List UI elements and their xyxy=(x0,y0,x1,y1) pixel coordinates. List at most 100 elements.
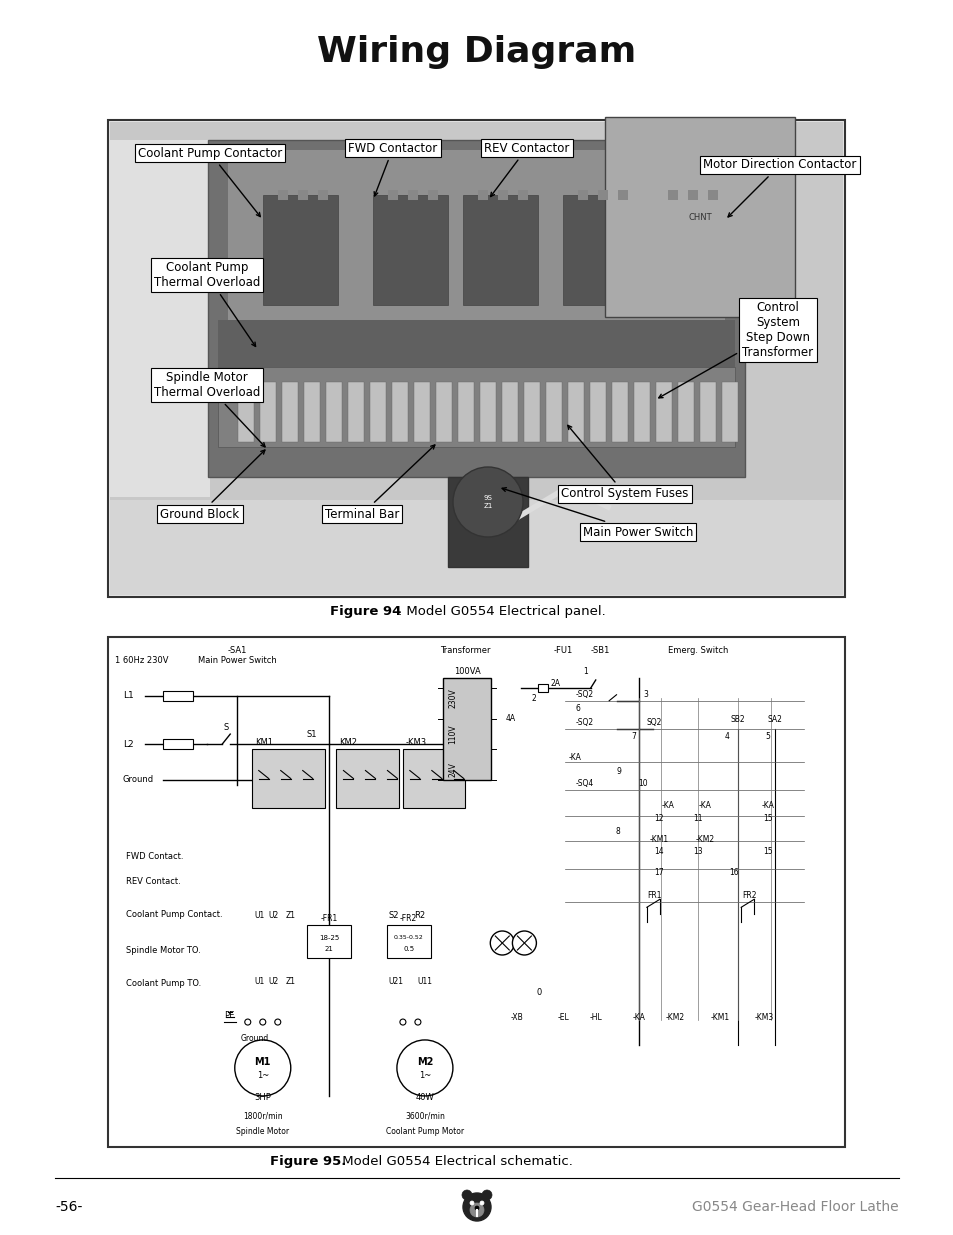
Text: 3HP: 3HP xyxy=(254,1093,271,1103)
Text: Z1: Z1 xyxy=(286,977,295,987)
Text: Transformer: Transformer xyxy=(439,646,490,655)
Bar xyxy=(263,195,337,305)
Text: -KA: -KA xyxy=(661,802,674,810)
Text: U1: U1 xyxy=(253,911,264,920)
Bar xyxy=(304,382,319,442)
Bar xyxy=(282,382,297,442)
Bar xyxy=(297,190,308,200)
Text: 14: 14 xyxy=(654,847,663,856)
Text: Coolant Pump Contactor: Coolant Pump Contactor xyxy=(138,147,282,216)
Text: -KA: -KA xyxy=(632,1013,644,1023)
Circle shape xyxy=(234,1040,291,1095)
Text: M2: M2 xyxy=(416,1057,433,1067)
Bar xyxy=(252,750,325,808)
Circle shape xyxy=(453,467,522,537)
Text: REV Contact.: REV Contact. xyxy=(127,877,181,887)
Text: SA2: SA2 xyxy=(767,715,781,724)
Text: 100VA: 100VA xyxy=(454,667,480,676)
Text: KM1: KM1 xyxy=(254,739,273,747)
Text: 3: 3 xyxy=(643,690,648,699)
Bar xyxy=(110,140,210,496)
Text: REV Contactor: REV Contactor xyxy=(484,142,569,196)
Text: L1: L1 xyxy=(123,692,133,700)
Circle shape xyxy=(481,1191,492,1200)
Text: Main Power Switch: Main Power Switch xyxy=(197,656,276,666)
Text: Emerg. Switch: Emerg. Switch xyxy=(667,646,728,655)
Bar xyxy=(678,382,693,442)
Bar xyxy=(462,195,537,305)
Text: 17: 17 xyxy=(654,868,663,877)
Bar xyxy=(562,195,638,305)
Text: -KM1: -KM1 xyxy=(649,835,668,844)
Text: S2: S2 xyxy=(388,911,398,920)
Text: 3600r/min: 3600r/min xyxy=(404,1112,444,1120)
Text: 1 60Hz 230V: 1 60Hz 230V xyxy=(115,656,169,666)
Bar xyxy=(687,190,698,200)
Bar xyxy=(652,195,727,305)
Circle shape xyxy=(462,1193,491,1221)
Text: Coolant Pump TO.: Coolant Pump TO. xyxy=(127,979,201,988)
Text: -56-: -56- xyxy=(55,1200,82,1214)
Text: -FR2: -FR2 xyxy=(399,914,416,923)
Circle shape xyxy=(479,1200,483,1205)
Text: 12: 12 xyxy=(654,814,663,824)
Text: 4A: 4A xyxy=(505,714,516,724)
Circle shape xyxy=(490,931,514,955)
Text: 11: 11 xyxy=(692,814,701,824)
Text: FR1: FR1 xyxy=(647,890,661,899)
Text: Ground: Ground xyxy=(240,1034,269,1044)
Text: 9: 9 xyxy=(616,767,620,777)
Text: Control
System
Step Down
Transformer: Control System Step Down Transformer xyxy=(659,301,813,398)
Text: Figure 95.: Figure 95. xyxy=(270,1155,346,1168)
Text: -KA: -KA xyxy=(698,802,711,810)
Text: FWD Contact.: FWD Contact. xyxy=(127,852,184,861)
Text: -SQ4: -SQ4 xyxy=(576,779,594,788)
Text: Model G0554 Electrical schematic.: Model G0554 Electrical schematic. xyxy=(337,1155,572,1168)
Bar xyxy=(408,190,417,200)
Text: 13: 13 xyxy=(692,847,701,856)
Text: Figure 94: Figure 94 xyxy=(330,605,401,618)
Text: 7: 7 xyxy=(631,732,636,741)
Text: -KM3: -KM3 xyxy=(405,739,427,747)
Text: 1: 1 xyxy=(582,667,587,676)
Bar xyxy=(326,382,341,442)
Text: Spindle Motor
Thermal Overload: Spindle Motor Thermal Overload xyxy=(153,370,265,447)
Text: -FU1: -FU1 xyxy=(554,646,573,655)
Text: Main Power Switch: Main Power Switch xyxy=(501,488,693,538)
Bar xyxy=(110,500,842,595)
Bar xyxy=(373,195,448,305)
Bar xyxy=(386,925,431,958)
Bar xyxy=(501,382,517,442)
Text: Ground Block: Ground Block xyxy=(160,450,265,520)
Circle shape xyxy=(245,1019,251,1025)
Bar xyxy=(545,382,561,442)
Text: 9S
Z1: 9S Z1 xyxy=(483,495,492,509)
Bar xyxy=(457,382,474,442)
Bar xyxy=(388,190,397,200)
Text: 110V: 110V xyxy=(448,724,456,743)
Circle shape xyxy=(415,1019,420,1025)
Text: -SQ2: -SQ2 xyxy=(576,718,594,727)
Text: 16: 16 xyxy=(729,868,739,877)
Bar xyxy=(260,382,275,442)
Text: U21: U21 xyxy=(388,977,402,987)
Text: FR2: FR2 xyxy=(741,890,756,899)
Bar xyxy=(348,382,364,442)
Bar xyxy=(414,382,430,442)
Bar xyxy=(163,739,193,750)
Bar xyxy=(497,190,507,200)
Text: Z1: Z1 xyxy=(286,911,295,920)
Text: -KM1: -KM1 xyxy=(709,1013,728,1023)
Text: -FR1: -FR1 xyxy=(320,914,337,923)
Bar xyxy=(707,190,718,200)
Text: 15: 15 xyxy=(762,847,772,856)
Bar xyxy=(656,382,671,442)
Text: 0: 0 xyxy=(536,988,541,997)
Text: Spindle Motor TO.: Spindle Motor TO. xyxy=(127,946,201,955)
Circle shape xyxy=(274,1019,280,1025)
Text: -KM3: -KM3 xyxy=(754,1013,773,1023)
Text: 15: 15 xyxy=(762,814,772,824)
Bar xyxy=(598,190,607,200)
Text: . Model G0554 Electrical panel.: . Model G0554 Electrical panel. xyxy=(397,605,605,618)
Text: 40W: 40W xyxy=(416,1093,434,1103)
